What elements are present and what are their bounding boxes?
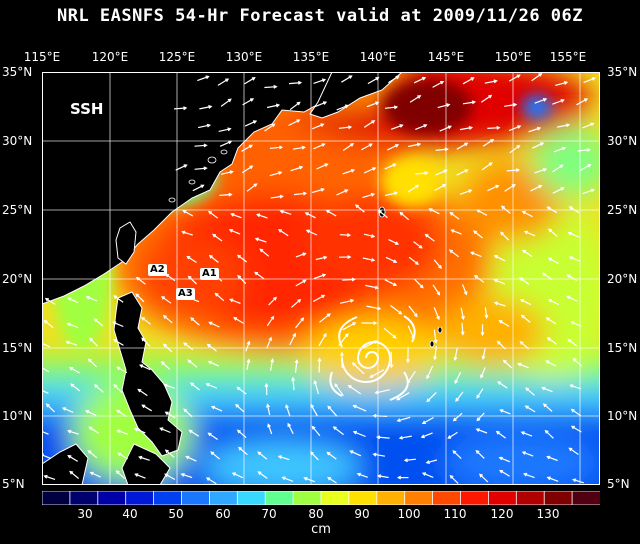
colorbar-swatch [97,491,127,505]
colorbar-swatch [42,491,71,505]
land-philippines [113,291,183,457]
colorbar-tick: 120 [490,507,514,521]
lat-label-left: 25°N [2,203,33,217]
colorbar-swatch [571,491,600,505]
colorbar-unit: cm [311,522,331,537]
lat-label-right: 15°N [607,341,638,355]
lat-label-left: 5°N [2,477,25,491]
colorbar-swatch [348,491,378,505]
lon-label: 135°E [292,50,330,64]
colorbar-tick: 90 [354,507,370,521]
annotation-a1: A1 [200,268,219,280]
lat-label-right: 25°N [607,203,638,217]
colorbar-swatch [320,491,350,505]
lon-label: 155°E [549,50,587,64]
colorbar-swatch [432,491,462,505]
lon-label: 150°E [494,50,532,64]
colorbar-swatch [264,491,294,505]
land-mainland [42,72,333,305]
annotation-a3: A3 [176,288,195,300]
lon-label: 130°E [225,50,263,64]
ryukyu-islands [168,149,443,348]
colorbar-tick: 30 [77,507,93,521]
graticule [42,72,600,485]
annotation-a2: A2 [148,264,167,276]
colorbar-tick: 40 [122,507,138,521]
lat-label-right: 20°N [607,272,638,286]
land-taiwan [115,221,137,265]
colorbar-swatch [236,491,267,505]
colorbar-swatch [543,491,574,505]
land-borneo [42,443,89,485]
colorbar-tick: 80 [308,507,324,521]
lat-label-right: 35°N [607,65,638,79]
colorbar-tick: 50 [168,507,184,521]
colorbar-swatch [515,491,546,505]
colorbar-swatch [404,491,434,505]
colorbar-swatch [69,491,99,505]
colorbar-tick: 70 [261,507,277,521]
ssh-map [42,72,600,485]
lon-label: 145°E [427,50,465,64]
lon-label: 140°E [359,50,397,64]
lat-label-left: 30°N [2,134,33,148]
colorbar-swatch [181,491,211,505]
lon-label: 115°E [23,50,61,64]
colorbar-swatch [460,491,490,505]
colorbar-swatch [208,491,239,505]
lat-label-left: 20°N [2,272,33,286]
lat-label-right: 10°N [607,409,638,423]
colorbar-swatch [376,491,406,505]
lat-label-left: 10°N [2,409,33,423]
colorbar-swatch [125,491,155,505]
colorbar-tick: 100 [397,507,421,521]
colorbar-swatch [487,491,518,505]
vector-arrows [42,72,596,485]
colorbar-tick: 130 [536,507,560,521]
ssh-field [42,72,600,485]
lon-label: 125°E [158,50,196,64]
field-label: SSH [70,100,104,118]
lat-label-left: 35°N [2,65,33,79]
lat-label-right: 5°N [607,477,630,491]
colorbar-tick: 110 [443,507,467,521]
map-frame [42,72,600,485]
lat-label-left: 15°N [2,341,33,355]
colorbar-swatch [292,491,322,505]
colorbar-swatch [153,491,183,505]
lon-label: 120°E [91,50,129,64]
map-title: NRL EASNFS 54-Hr Forecast valid at 2009/… [56,6,583,26]
typhoon-spiral [329,315,416,401]
colorbar [42,491,600,505]
land-mindanao [121,443,171,485]
colorbar-tick: 60 [215,507,231,521]
lat-label-right: 30°N [607,134,638,148]
